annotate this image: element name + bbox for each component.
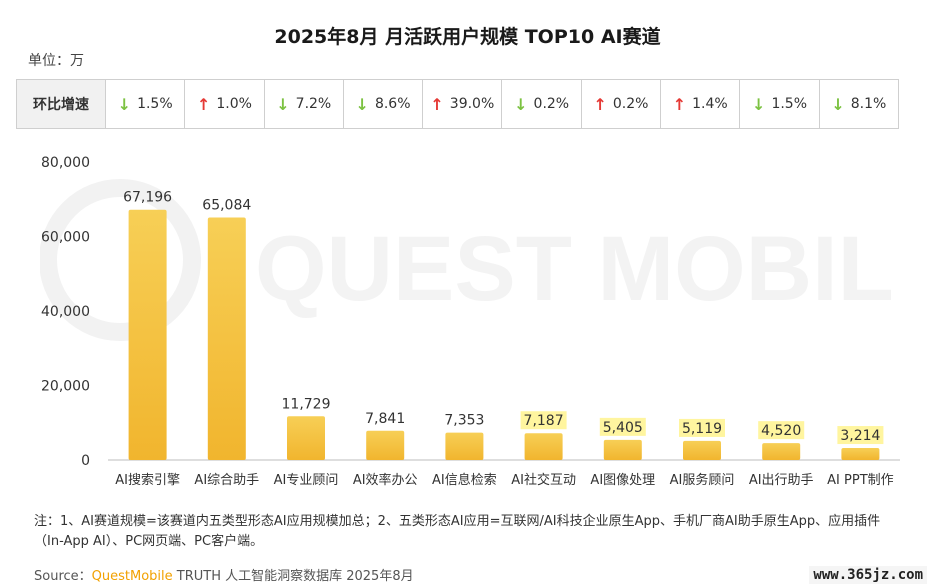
arrow-up-icon: ↑ <box>672 94 687 114</box>
arrow-down-icon: ↓ <box>276 94 290 114</box>
mom-growth-cell: ↑ 39.0% <box>423 80 503 128</box>
value-label-highlight <box>758 421 805 440</box>
bar <box>128 209 167 460</box>
mom-growth-value: 1.0% <box>216 96 252 112</box>
chart-title: 2025年8月 月活跃用户规模 TOP10 AI赛道 <box>274 26 661 48</box>
arrow-up-icon: ↑ <box>593 94 607 114</box>
unit-label: 单位：万 <box>28 53 84 69</box>
value-label-highlight <box>520 411 567 430</box>
bar <box>366 430 405 460</box>
value-label-highlight <box>679 418 725 437</box>
mom-growth-cell: ↑ 1.0% <box>185 80 265 128</box>
arrow-down-icon: ↓ <box>831 94 845 114</box>
bar <box>524 433 563 460</box>
arrow-down-icon: ↓ <box>355 94 369 114</box>
mom-growth-header: 环比增速 <box>17 80 106 128</box>
y-tick-label: 80,000 <box>41 155 90 171</box>
mom-growth-value: 8.6% <box>374 96 411 112</box>
bar <box>683 440 721 460</box>
bar <box>762 443 801 460</box>
source-prefix: Source： <box>34 569 92 584</box>
x-tick-label: AI服务顾问 <box>670 472 735 488</box>
mom-growth-cell: ↓ 7.2% <box>265 80 344 128</box>
value-label: 5,405 <box>603 420 643 436</box>
value-label: 5,119 <box>682 421 722 437</box>
source-brand: QuestMobile <box>91 569 173 584</box>
mom-growth-value: 1.5% <box>771 96 808 112</box>
mom-growth-table: 环比增速 ↓ 1.5% ↑ 1.0% ↓ 7.2% ↓ 8.6% ↑ 39.0% ↓ 0.2% ↑ 0.2… <box>16 79 899 129</box>
mom-growth-value: 0.2% <box>533 96 570 112</box>
x-tick-label: AI专业顾问 <box>274 473 339 488</box>
mom-growth-value: 7.2% <box>295 96 332 112</box>
value-label: 7,353 <box>444 413 484 429</box>
value-label: 7,841 <box>365 411 405 427</box>
mom-growth-value: 1.5% <box>137 96 173 112</box>
x-tick-label: AI图像处理 <box>590 473 655 488</box>
arrow-up-icon: ↑ <box>196 94 211 114</box>
bar <box>841 448 880 460</box>
x-tick-label: AI社交互动 <box>511 472 576 488</box>
mom-growth-cell: ↓ 1.5% <box>740 80 820 128</box>
x-tick-label: AI综合助手 <box>194 473 259 488</box>
y-tick-label: 60,000 <box>41 230 90 246</box>
mom-growth-cell: ↓ 8.1% <box>820 80 898 128</box>
bar <box>287 416 325 460</box>
mom-growth-value: 0.2% <box>612 96 649 112</box>
value-label: 67,196 <box>123 190 172 206</box>
x-tick-label: AI效率办公 <box>353 472 418 488</box>
y-tick-label: 40,000 <box>41 304 90 320</box>
mom-growth-value: 1.4% <box>692 96 728 112</box>
mom-growth-cell: ↓ 8.6% <box>344 80 424 128</box>
bar <box>445 432 484 460</box>
y-tick-label: 0 <box>81 453 90 469</box>
mom-growth-value: 39.0% <box>449 96 495 112</box>
source-line: Source：QuestMobile TRUTH 人工智能洞察数据库 2025年… <box>34 565 414 584</box>
source-rest: TRUTH 人工智能洞察数据库 2025年8月 <box>172 569 414 584</box>
arrow-down-icon: ↓ <box>117 94 132 114</box>
value-label: 3,214 <box>840 428 880 444</box>
mom-growth-value: 8.1% <box>850 96 887 112</box>
arrow-down-icon: ↓ <box>752 94 766 114</box>
value-label: 7,187 <box>524 413 564 429</box>
bar <box>603 439 642 460</box>
value-label: 11,729 <box>282 396 331 412</box>
arrow-down-icon: ↓ <box>514 94 528 114</box>
mom-growth-cell: ↑ 1.4% <box>661 80 741 128</box>
arrow-up-icon: ↑ <box>430 94 444 114</box>
x-tick-label: AI搜索引擎 <box>115 473 180 488</box>
mom-growth-cell: ↓ 1.5% <box>106 80 186 128</box>
mom-growth-cell: ↑ 0.2% <box>582 80 662 128</box>
x-tick-label: AI PPT制作 <box>827 473 893 488</box>
bar <box>207 217 246 460</box>
site-watermark: www.365jz.com <box>809 566 927 584</box>
x-tick-label: AI信息检索 <box>432 472 497 488</box>
value-label-highlight <box>599 417 646 436</box>
value-label: 4,520 <box>761 423 801 439</box>
x-tick-label: AI出行助手 <box>749 473 814 488</box>
mom-growth-cell: ↓ 0.2% <box>502 80 582 128</box>
value-label: 65,084 <box>202 198 251 214</box>
y-tick-label: 20,000 <box>41 379 90 395</box>
footnote: 注：1、AI赛道规模=该赛道内五类型形态AI应用规模加总；2、五类形态AI应用=… <box>34 514 881 549</box>
value-label-highlight <box>837 426 884 445</box>
